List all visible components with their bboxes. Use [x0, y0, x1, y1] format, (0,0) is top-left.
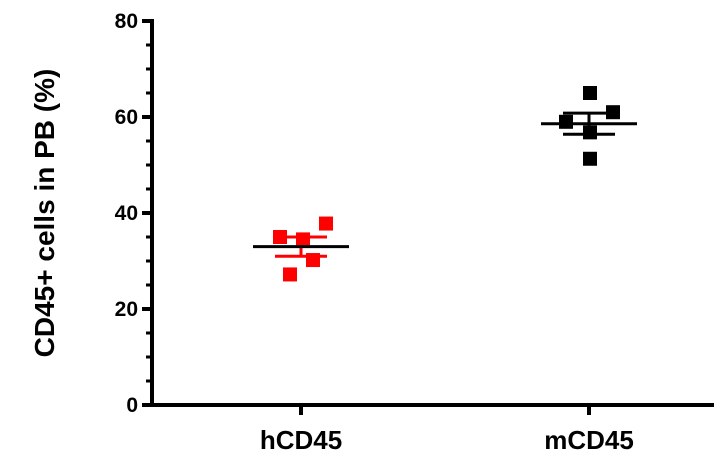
marks-layer	[253, 86, 637, 282]
y-tick-label: 20	[115, 298, 138, 321]
data-point	[319, 216, 333, 231]
data-point	[273, 230, 287, 244]
x-category-label: mCD45	[544, 425, 634, 455]
y-tick-label: 0	[126, 394, 138, 417]
axes-layer: 0 20 40 60 80 hCD45 mCD45	[115, 10, 714, 455]
data-point	[583, 125, 597, 140]
data-point	[296, 232, 310, 247]
y-tick-label: 80	[115, 10, 138, 33]
data-point	[559, 114, 573, 129]
data-point	[606, 105, 620, 120]
y-tick-label: 60	[115, 106, 138, 129]
y-tick-label: 40	[115, 202, 138, 225]
data-point	[583, 86, 597, 100]
data-point	[283, 267, 297, 282]
x-category-label: hCD45	[260, 425, 342, 455]
data-point	[306, 253, 320, 268]
y-axis-title: CD45+ cells in PB (%)	[29, 69, 60, 358]
data-point	[583, 151, 597, 166]
